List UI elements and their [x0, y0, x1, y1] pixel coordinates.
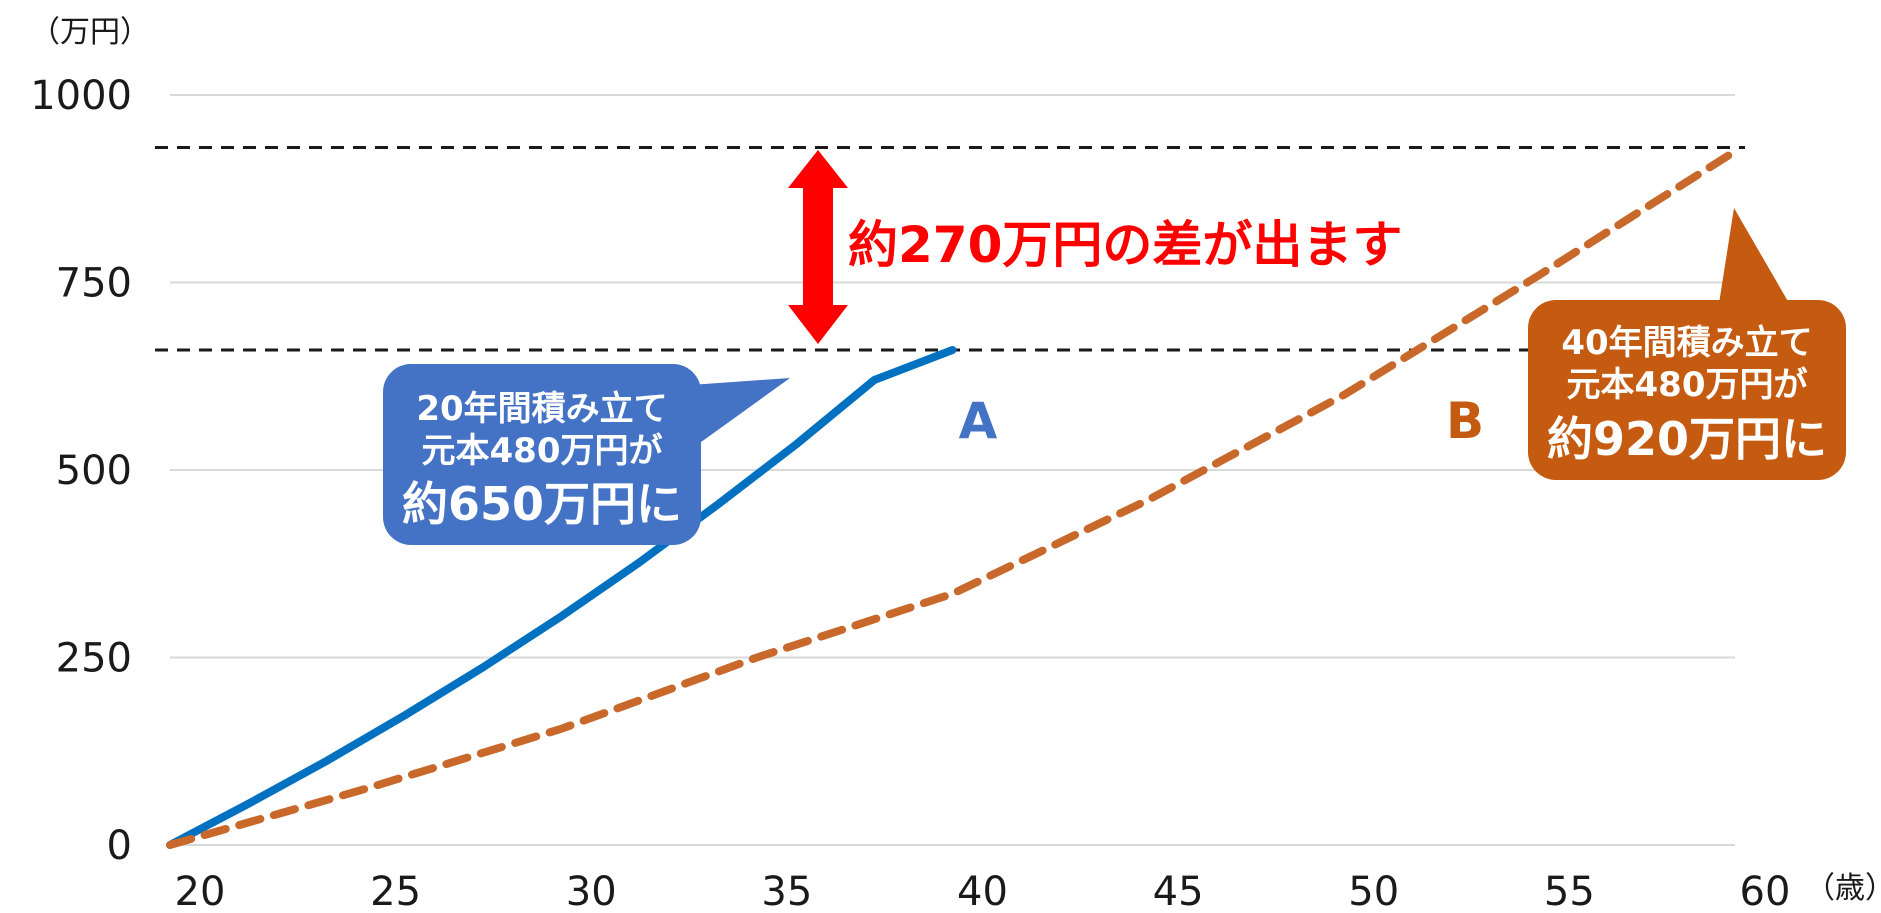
x-tick-label: 40	[957, 869, 1008, 913]
callout-a-line1: 20年間積み立て	[416, 389, 667, 429]
x-tick-label: 30	[566, 869, 617, 913]
callout-b-bubble	[1528, 300, 1846, 480]
series-line-A	[166, 346, 957, 849]
x-tick-label: 50	[1348, 869, 1399, 913]
x-tick-label: 45	[1153, 869, 1204, 913]
y-tick-label: 500	[56, 448, 132, 494]
x-axis-ticks: 20 25 30 35 40 45 50 55 60	[175, 869, 1791, 913]
callout-a-line3: 約650万円に	[402, 477, 682, 531]
x-tick-label: 55	[1544, 869, 1595, 913]
x-tick-label: 60	[1740, 869, 1791, 913]
callout-b-pointer	[1718, 208, 1793, 310]
series-a-label: A	[959, 392, 998, 450]
y-axis-ticks: 0 250 500 750 1000	[30, 73, 132, 869]
callout-b: 40年間積み立て 元本480万円が 約920万円に	[1528, 208, 1846, 480]
difference-annotation: 約270万円の差が出ます	[848, 216, 1402, 274]
series-line-B	[166, 147, 1739, 849]
y-tick-label: 0	[107, 823, 132, 869]
callout-a-bubble	[383, 364, 701, 545]
x-tick-label: 20	[175, 869, 226, 913]
series-b-label: B	[1446, 392, 1484, 450]
y-axis-unit-label: （万円）	[30, 15, 150, 50]
x-tick-label: 25	[370, 869, 421, 913]
double-arrow-icon	[788, 150, 848, 344]
y-tick-label: 750	[56, 261, 132, 307]
y-tick-label: 250	[56, 636, 132, 682]
callout-b-line2: 元本480万円が	[1567, 365, 1808, 405]
callout-b-line1: 40年間積み立て	[1561, 323, 1812, 363]
y-tick-label: 1000	[30, 73, 132, 119]
difference-arrow	[788, 150, 848, 344]
callout-a-pointer	[690, 378, 790, 450]
callout-a: 20年間積み立て 元本480万円が 約650万円に	[383, 364, 790, 545]
callout-a-line2: 元本480万円が	[422, 431, 663, 471]
series-lines	[166, 147, 1739, 849]
callout-b-line3: 約920万円に	[1547, 412, 1827, 466]
x-axis-unit-label: （歳）	[1805, 871, 1881, 906]
x-tick-label: 35	[761, 869, 812, 913]
